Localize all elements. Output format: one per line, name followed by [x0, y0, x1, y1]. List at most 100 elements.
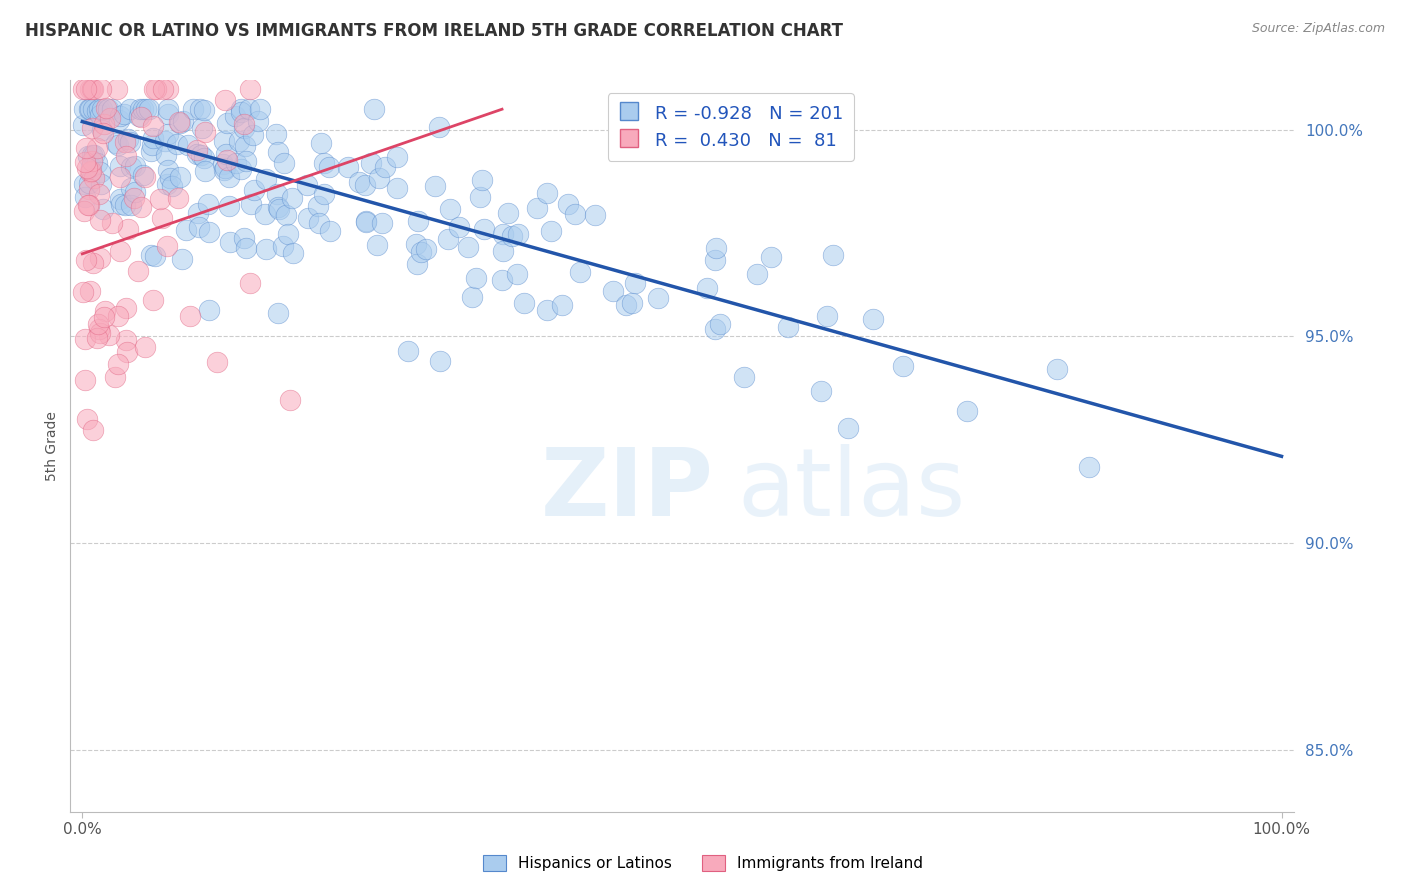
Point [374, 161, 396, 175]
Point [89, 213, 111, 227]
Point [215, 153, 238, 167]
Point [155, 148, 177, 162]
Point [314, 156, 336, 170]
Point [385, 180, 408, 194]
Point [233, 231, 256, 245]
Point [761, 251, 783, 265]
Point [267, 202, 290, 217]
Point [229, 105, 252, 120]
Point [141, 144, 163, 158]
Point [86, 331, 108, 345]
Point [89, 108, 111, 122]
Point [141, 138, 163, 153]
Point [186, 143, 208, 157]
Point [837, 421, 859, 435]
Point [86, 103, 108, 118]
Point [235, 241, 257, 255]
Point [86, 141, 108, 155]
Point [218, 169, 240, 184]
Point [297, 211, 319, 226]
Point [254, 207, 277, 221]
Point [406, 213, 429, 227]
Point [557, 197, 579, 211]
Point [356, 215, 378, 229]
Point [267, 306, 290, 320]
Point [108, 192, 131, 206]
Point [143, 249, 166, 263]
Point [205, 355, 228, 369]
Point [704, 322, 727, 336]
Point [94, 303, 117, 318]
Point [254, 242, 277, 256]
Point [363, 102, 385, 116]
Text: ZIP: ZIP [541, 444, 714, 536]
Point [309, 136, 332, 150]
Point [156, 177, 179, 191]
Point [138, 102, 160, 116]
Point [225, 155, 247, 169]
Legend: R = -0.928   N = 201, R =  0.430   N =  81: R = -0.928 N = 201, R = 0.430 N = 81 [607, 93, 853, 161]
Point [278, 393, 301, 408]
Point [156, 162, 179, 177]
Point [536, 186, 558, 200]
Point [198, 226, 221, 240]
Point [411, 245, 433, 260]
Point [215, 146, 238, 161]
Point [190, 148, 212, 162]
Point [218, 199, 240, 213]
Point [229, 102, 252, 116]
Point [127, 264, 149, 278]
Point [506, 227, 529, 241]
Point [120, 161, 142, 175]
Point [149, 192, 172, 206]
Point [602, 284, 624, 298]
Point [83, 148, 105, 162]
Point [86, 156, 108, 170]
Point [318, 160, 340, 174]
Point [115, 345, 138, 359]
Point [77, 102, 100, 116]
Point [73, 177, 96, 191]
Point [87, 317, 110, 331]
Point [94, 101, 117, 115]
Point [212, 134, 235, 148]
Point [224, 109, 246, 123]
Point [513, 296, 536, 310]
Point [501, 228, 523, 243]
Point [76, 412, 98, 426]
Point [778, 319, 800, 334]
Point [273, 156, 295, 170]
Point [312, 187, 335, 202]
Point [75, 189, 97, 203]
Point [360, 156, 382, 170]
Point [91, 123, 114, 137]
Point [197, 196, 219, 211]
Point [153, 134, 176, 148]
Point [228, 134, 250, 148]
Point [75, 252, 97, 267]
Point [170, 252, 193, 267]
Point [190, 102, 212, 116]
Point [194, 124, 217, 138]
Point [110, 109, 132, 123]
Point [77, 176, 100, 190]
Point [242, 128, 264, 143]
Point [233, 117, 256, 131]
Point [82, 255, 104, 269]
Point [183, 102, 205, 116]
Point [115, 149, 138, 163]
Point [87, 322, 110, 336]
Point [186, 147, 208, 161]
Point [506, 267, 529, 281]
Point [156, 127, 179, 141]
Point [132, 168, 155, 182]
Point [366, 238, 388, 252]
Point [124, 191, 146, 205]
Point [98, 328, 121, 343]
Point [249, 102, 271, 116]
Point [471, 172, 494, 186]
Point [174, 222, 197, 236]
Point [491, 273, 513, 287]
Point [108, 244, 131, 258]
Point [166, 136, 188, 151]
